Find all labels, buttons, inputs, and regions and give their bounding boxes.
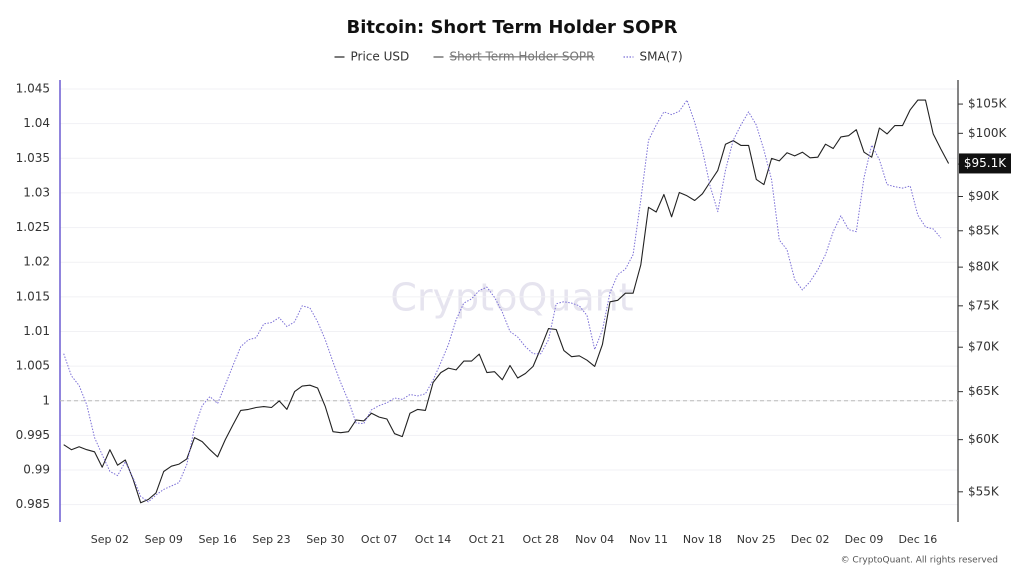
y2-tick-label: $75K <box>968 298 1000 312</box>
footer: © CryptoQuant. All rights reserved <box>841 556 998 566</box>
x-tick-label: Dec 02 <box>791 533 830 546</box>
y2-tick-label: $85K <box>968 223 1000 237</box>
y-tick-label: 1.03 <box>23 185 50 199</box>
y-tick-label: 1.005 <box>16 359 50 373</box>
x-tick-label: Oct 28 <box>523 533 560 546</box>
x-tick-label: Oct 21 <box>469 533 506 546</box>
y-tick-label: 1.035 <box>16 151 50 165</box>
y2-tick-label: $55K <box>968 484 1000 498</box>
legend-label: SMA(7) <box>640 50 683 64</box>
y-tick-label: 1.01 <box>23 324 50 338</box>
y2-tick-label: $60K <box>968 432 1000 446</box>
last-value-badge <box>959 153 1011 174</box>
x-tick-label: Sep 16 <box>198 533 236 546</box>
x-tick-label: Nov 04 <box>575 533 614 546</box>
y-tick-label: 0.99 <box>23 463 50 477</box>
x-tick-label: Sep 09 <box>145 533 183 546</box>
y-tick-label: 0.995 <box>16 428 50 442</box>
legend-label: Short Term Holder SOPR <box>450 50 595 64</box>
x-tick-label: Sep 02 <box>91 533 129 546</box>
x-tick-label: Nov 25 <box>737 533 776 546</box>
y2-tick-label: $80K <box>968 260 1000 274</box>
y-tick-label: 1.025 <box>16 220 50 234</box>
last-value-label: $95.1K <box>964 156 1007 170</box>
y-tick-label: 1.02 <box>23 255 50 269</box>
y-tick-label: 0.985 <box>16 497 50 511</box>
y2-tick-label: $65K <box>968 384 1000 398</box>
y-tick-label: 1.045 <box>16 82 50 96</box>
x-tick-label: Dec 09 <box>845 533 884 546</box>
x-tick-label: Sep 30 <box>306 533 344 546</box>
y2-tick-label: $100K <box>968 126 1008 140</box>
watermark: CryptoQuant <box>390 276 633 320</box>
x-tick-label: Oct 07 <box>361 533 398 546</box>
x-tick-label: Dec 16 <box>898 533 937 546</box>
y2-tick-label: $90K <box>968 189 1000 203</box>
y2-tick-label: $70K <box>968 340 1000 354</box>
y-tick-label: 1.04 <box>23 116 50 130</box>
x-tick-label: Oct 14 <box>415 533 452 546</box>
chart-title: Bitcoin: Short Term Holder SOPR <box>346 17 677 38</box>
y2-tick-label: $105K <box>968 97 1008 111</box>
series-line <box>63 99 942 503</box>
y-tick-label: 1.015 <box>16 289 50 303</box>
series-line <box>63 99 950 504</box>
y-tick-label: 1 <box>42 393 50 407</box>
x-tick-label: Nov 18 <box>683 533 722 546</box>
legend-label: Price USD <box>351 50 410 64</box>
legend: Price USD Short Term Holder SOPR SMA(7) <box>334 50 683 64</box>
x-tick-label: Sep 23 <box>252 533 290 546</box>
x-tick-label: Nov 11 <box>629 533 668 546</box>
